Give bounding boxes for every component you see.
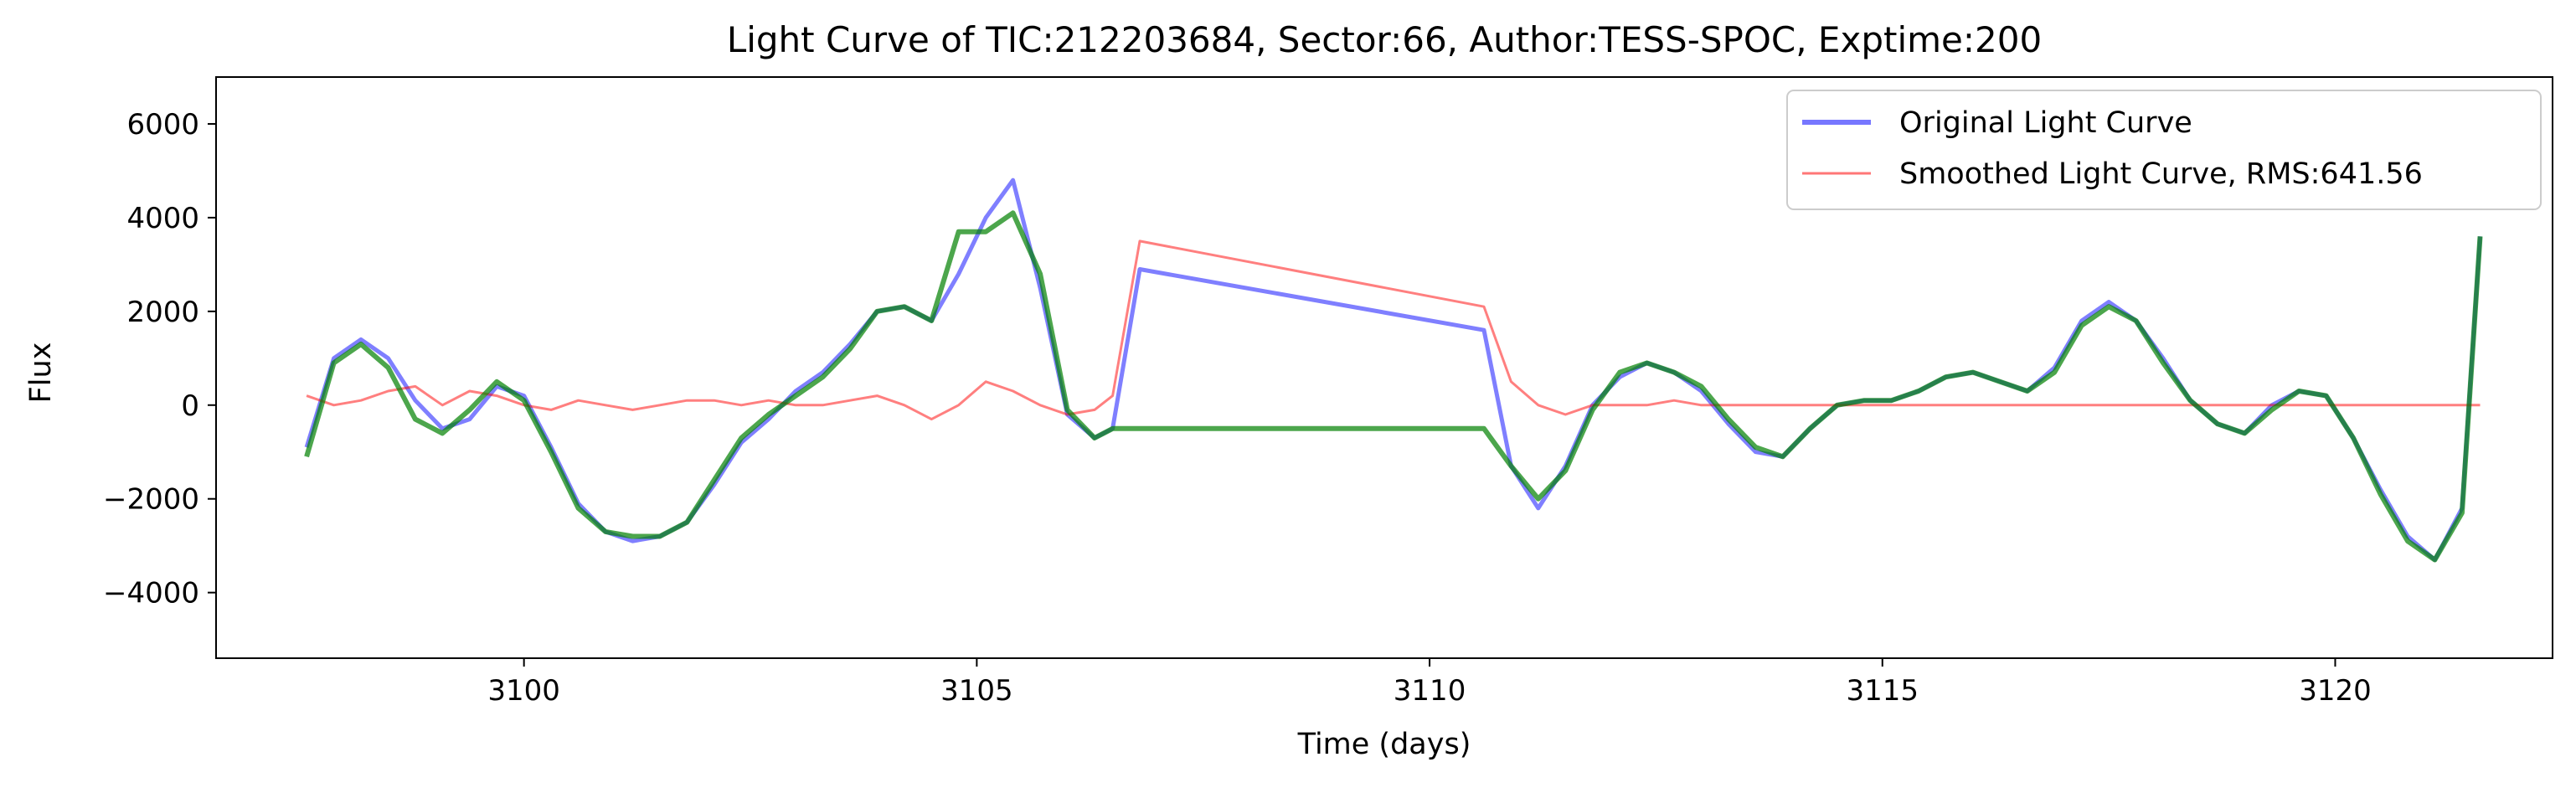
x-tick-label: 3115: [1847, 674, 1919, 708]
x-tick-label: 3105: [940, 674, 1013, 708]
series-line-2: [306, 239, 2481, 421]
plot-frame: [215, 76, 2553, 659]
x-axis-label: Time (days): [1297, 728, 1471, 761]
x-tick-label: 3100: [487, 674, 560, 708]
legend-entry-original: Original Light Curve: [1899, 106, 2192, 140]
legend: Original Light Curve Smoothed Light Curv…: [1786, 90, 2542, 210]
y-tick-label: −4000: [103, 577, 199, 610]
x-axis-ticks: 3100 3105 3110 3115 3120: [487, 658, 2372, 708]
y-tick-label: 4000: [126, 202, 199, 235]
x-tick-label: 3120: [2299, 674, 2372, 708]
y-tick-label: 6000: [126, 108, 199, 142]
y-axis-label: Flux: [24, 342, 58, 404]
y-axis-ticks: −4000 −2000 0 2000 4000 6000: [103, 108, 216, 610]
y-tick-label: 2000: [126, 296, 199, 329]
x-tick-label: 3110: [1394, 674, 1466, 708]
y-tick-label: 0: [181, 389, 199, 423]
series-line-3: [304, 210, 2483, 563]
y-tick-label: −2000: [103, 483, 199, 517]
legend-box: [1786, 90, 2542, 210]
legend-entry-smoothed: Smoothed Light Curve, RMS:641.56: [1899, 157, 2423, 191]
chart-title: Light Curve of TIC:212203684, Sector:66,…: [727, 19, 2042, 60]
series-layer: [304, 178, 2483, 563]
